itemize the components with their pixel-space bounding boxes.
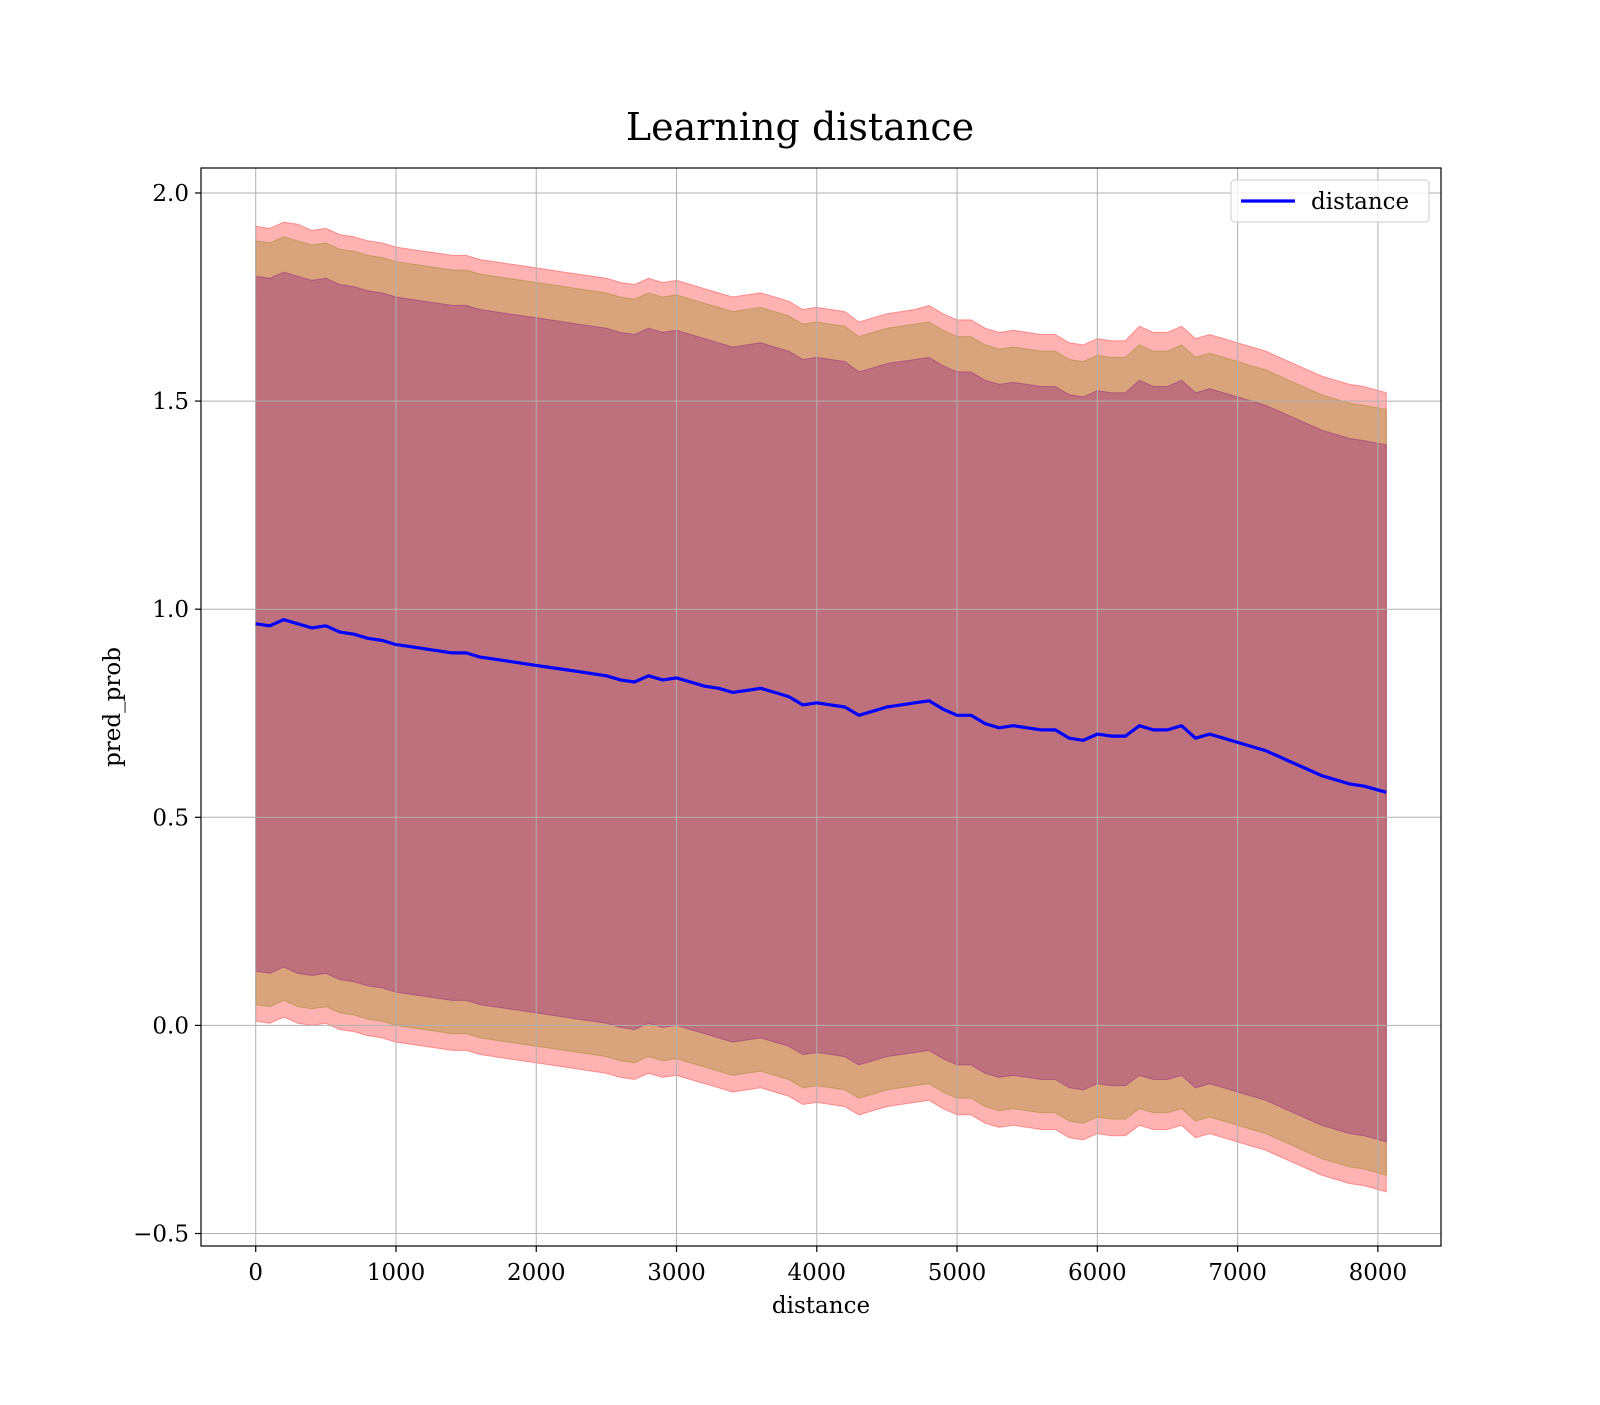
x-tick-label: 5000: [928, 1260, 987, 1286]
band-inner: [255, 271, 1387, 1143]
y-tick-label: 1.0: [152, 597, 189, 623]
y-tick-label: 2.0: [152, 181, 189, 207]
chart-title: Learning distance: [626, 105, 974, 149]
y-tick-label: 0.5: [152, 805, 189, 831]
confidence-bands: [255, 221, 1387, 1193]
x-tick-label: 2000: [507, 1260, 566, 1286]
x-tick-label: 6000: [1068, 1260, 1127, 1286]
legend-label: distance: [1311, 189, 1409, 215]
x-tick-label: 4000: [788, 1260, 847, 1286]
band-middle: [255, 236, 1387, 1176]
y-axis-ticks: −0.5 0.0 0.5 1.0 1.5 2.0: [133, 181, 201, 1248]
y-tick-label: 1.5: [152, 389, 189, 415]
x-tick-label: 7000: [1208, 1260, 1267, 1286]
legend-box: [1230, 179, 1430, 223]
x-tick-label: 1000: [367, 1260, 426, 1286]
legend: distance: [1230, 179, 1430, 223]
y-tick-label: −0.5: [133, 1222, 189, 1248]
x-axis-label: distance: [772, 1293, 870, 1319]
x-tick-label: 0: [248, 1260, 263, 1286]
y-tick-label: 0.0: [152, 1013, 189, 1039]
axes-frame: [200, 167, 1442, 1247]
x-tick-label: 3000: [647, 1260, 706, 1286]
series-lines: [255, 617, 1387, 794]
y-axis-label: pred_prob: [100, 647, 126, 767]
x-tick-label: 8000: [1349, 1260, 1408, 1286]
band-outer: [255, 221, 1387, 1193]
x-axis-ticks: 0 1000 2000 3000 4000 5000 6000 7000 8000: [248, 1246, 1407, 1286]
series-line-distance: [255, 617, 1387, 794]
